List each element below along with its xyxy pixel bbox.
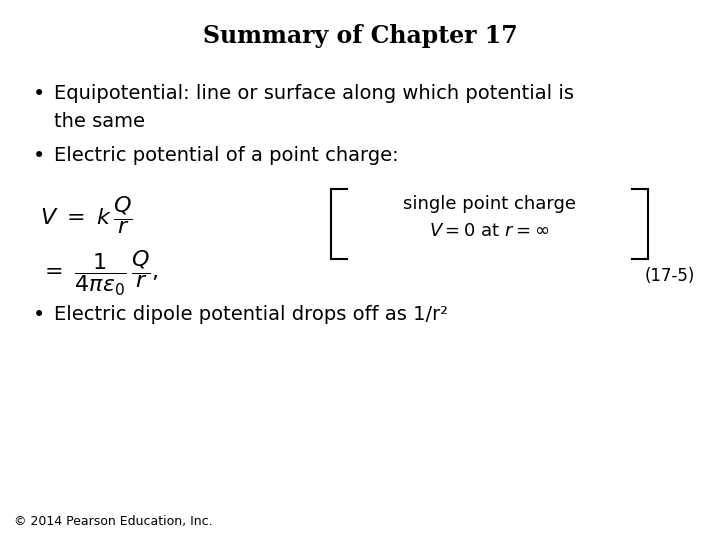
Text: •: •	[32, 84, 45, 104]
Text: Equipotential: line or surface along which potential is: Equipotential: line or surface along whi…	[54, 84, 574, 103]
Text: Summary of Chapter 17: Summary of Chapter 17	[202, 24, 518, 48]
Text: the same: the same	[54, 112, 145, 131]
Text: (17-5): (17-5)	[644, 267, 695, 285]
Text: •: •	[32, 305, 45, 325]
Text: © 2014 Pearson Education, Inc.: © 2014 Pearson Education, Inc.	[14, 515, 213, 528]
Text: single point charge: single point charge	[403, 195, 576, 213]
Text: $= \ \dfrac{1}{4\pi\epsilon_0}\,\dfrac{Q}{r},$: $= \ \dfrac{1}{4\pi\epsilon_0}\,\dfrac{Q…	[40, 248, 158, 298]
Text: Electric potential of a point charge:: Electric potential of a point charge:	[54, 146, 399, 165]
Text: $V = 0\ \mathrm{at}\ r = \infty$: $V = 0\ \mathrm{at}\ r = \infty$	[429, 222, 550, 240]
Text: $V \ = \ k\,\dfrac{Q}{r}$: $V \ = \ k\,\dfrac{Q}{r}$	[40, 194, 132, 237]
Text: •: •	[32, 146, 45, 166]
Text: Electric dipole potential drops off as 1/r²: Electric dipole potential drops off as 1…	[54, 305, 448, 324]
